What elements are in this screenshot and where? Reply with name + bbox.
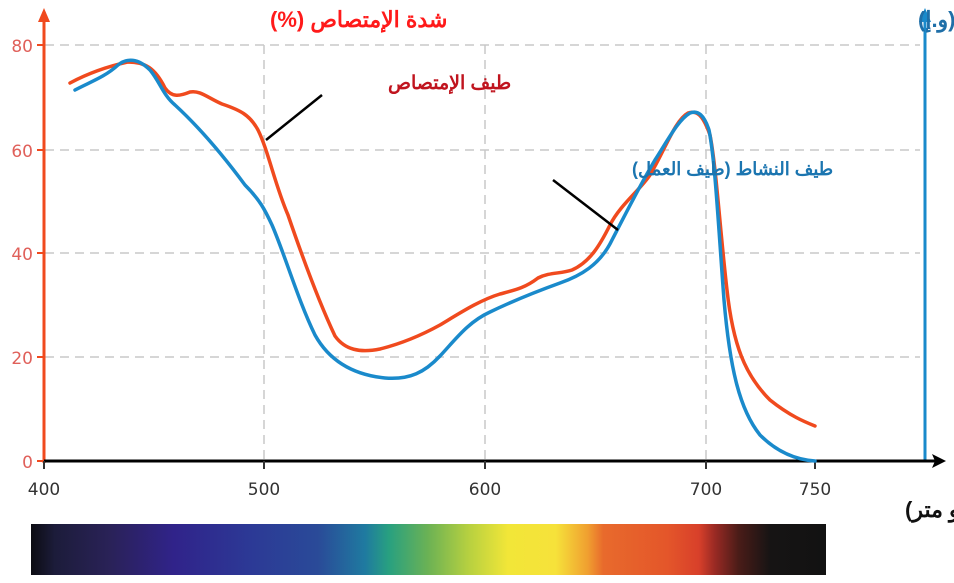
- y-tick-60: 60: [11, 142, 33, 162]
- visible-light-spectrum-bar: [31, 524, 826, 575]
- x-axis: 400 500 600 700 750: [28, 454, 946, 500]
- y-tick-80: 80: [11, 37, 33, 57]
- x-tick-700: 700: [690, 480, 722, 500]
- action-spectrum-label: طيف النشاط (طيف العمل): [632, 159, 833, 179]
- x-tick-500: 500: [248, 480, 280, 500]
- y-tick-40: 40: [11, 245, 33, 265]
- action-spectrum-curve: [73, 58, 817, 463]
- y-tick-0: 0: [22, 453, 33, 473]
- right-y-axis: [919, 8, 931, 462]
- x-tick-400: 400: [28, 480, 60, 500]
- absorption-spectrum-label: طيف الإمتصاص: [388, 73, 511, 95]
- right-axis-title: شدة التركيب الضوئي (و.إ): [918, 7, 954, 34]
- gridlines: [45, 44, 920, 461]
- x-tick-750: 750: [799, 480, 831, 500]
- absorption-leader-line: [265, 94, 323, 141]
- action-leader-line: [552, 179, 619, 231]
- x-axis-title: طول الموجة (نانو متر): [905, 497, 954, 523]
- left-axis-title: شدة الإمتصاص (%): [270, 7, 447, 34]
- left-y-axis: 80 60 40 20 0: [11, 8, 50, 473]
- x-tick-600: 600: [469, 480, 501, 500]
- y-tick-20: 20: [11, 349, 33, 369]
